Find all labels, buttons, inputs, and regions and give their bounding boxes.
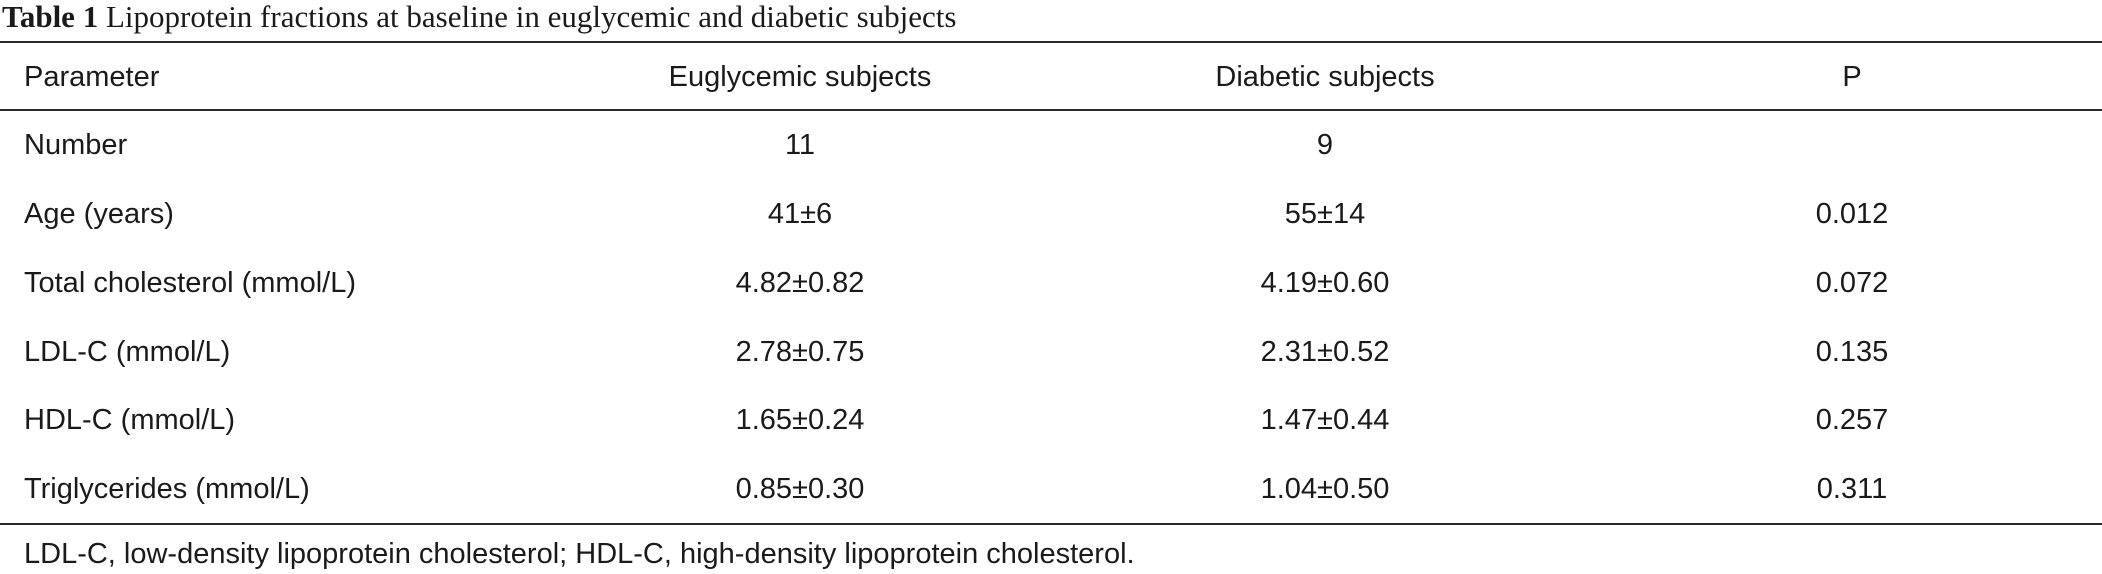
- table-top-rule: [0, 41, 2102, 43]
- header-parameter: Parameter: [24, 61, 160, 93]
- table-caption: Table 1 Lipoprotein fractions at baselin…: [2, 0, 956, 36]
- table-caption-label: Table 1: [2, 0, 99, 34]
- table-header-row: Parameter Euglycemic subjects Diabetic s…: [0, 57, 2102, 97]
- row-parameter: Triglycerides (mmol/L): [24, 473, 310, 505]
- row-diabetic-value: 55±14: [1284, 198, 1366, 230]
- row-euglycemic-value: 41±6: [767, 198, 833, 230]
- row-p-value: 0.072: [1815, 267, 1889, 299]
- row-euglycemic-value: 4.82±0.82: [735, 267, 865, 299]
- row-parameter: Number: [24, 129, 128, 161]
- header-euglycemic: Euglycemic subjects: [668, 61, 932, 93]
- table-row: Number 11 9: [0, 125, 2102, 165]
- row-diabetic-value: 1.04±0.50: [1260, 473, 1390, 505]
- row-parameter: LDL-C (mmol/L): [24, 336, 231, 368]
- row-diabetic-value: 4.19±0.60: [1260, 267, 1390, 299]
- row-euglycemic-value: 2.78±0.75: [735, 336, 865, 368]
- table-row: Total cholesterol (mmol/L) 4.82±0.82 4.1…: [0, 263, 2102, 303]
- table-row: Triglycerides (mmol/L) 0.85±0.30 1.04±0.…: [0, 469, 2102, 509]
- row-euglycemic-value: 1.65±0.24: [735, 404, 865, 436]
- table-row: LDL-C (mmol/L) 2.78±0.75 2.31±0.52 0.135: [0, 332, 2102, 372]
- row-parameter: Total cholesterol (mmol/L): [24, 267, 356, 299]
- row-parameter: Age (years): [24, 198, 174, 230]
- row-diabetic-value: 1.47±0.44: [1260, 404, 1390, 436]
- row-p-value: [1652, 125, 2052, 165]
- row-p-value: 0.311: [1816, 473, 1888, 505]
- row-euglycemic-value: 11: [784, 129, 816, 161]
- header-p-value: P: [1842, 61, 1862, 93]
- row-p-value: 0.257: [1815, 404, 1889, 436]
- row-euglycemic-value: 0.85±0.30: [735, 473, 865, 505]
- table-header-rule: [0, 109, 2102, 111]
- row-parameter: HDL-C (mmol/L): [24, 404, 236, 436]
- table-bottom-rule: [0, 523, 2102, 525]
- table-footnote: LDL-C, low-density lipoprotein cholester…: [24, 538, 1135, 570]
- table-row: Age (years) 41±6 55±14 0.012: [0, 194, 2102, 234]
- header-diabetic: Diabetic subjects: [1215, 61, 1435, 93]
- table-caption-text: Lipoprotein fractions at baseline in eug…: [105, 0, 957, 34]
- row-p-value: 0.135: [1815, 336, 1889, 368]
- table-row: HDL-C (mmol/L) 1.65±0.24 1.47±0.44 0.257: [0, 400, 2102, 440]
- row-diabetic-value: 9: [1316, 129, 1334, 161]
- row-diabetic-value: 2.31±0.52: [1260, 336, 1390, 368]
- row-p-value: 0.012: [1815, 198, 1889, 230]
